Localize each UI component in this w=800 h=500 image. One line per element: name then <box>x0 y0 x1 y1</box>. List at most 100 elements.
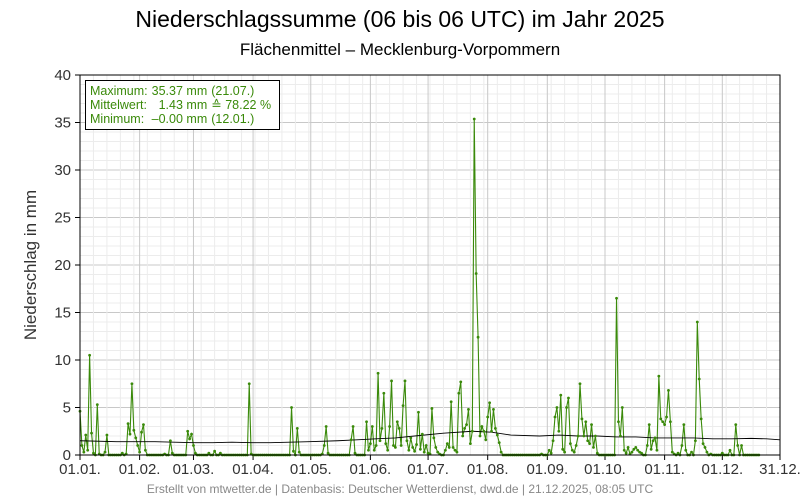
data-point <box>705 450 709 454</box>
data-point <box>103 450 107 454</box>
data-point <box>592 446 595 449</box>
data-point <box>168 439 172 443</box>
data-point <box>88 353 92 357</box>
data-point <box>645 444 649 447</box>
data-point <box>393 446 397 449</box>
data-point <box>553 415 557 419</box>
data-point <box>651 439 655 443</box>
data-point <box>409 436 413 440</box>
data-point <box>647 423 651 426</box>
data-point <box>697 377 701 381</box>
data-point <box>407 448 411 452</box>
data-point <box>659 417 663 421</box>
data-point <box>555 406 559 409</box>
data-point <box>370 425 374 428</box>
data-point <box>295 427 299 430</box>
stats-min-value: –0.00 mm <box>151 112 208 126</box>
data-point <box>455 450 459 454</box>
data-point <box>432 436 436 440</box>
data-point <box>467 408 470 411</box>
data-point <box>403 379 407 383</box>
data-point <box>586 439 590 443</box>
data-point <box>649 447 653 451</box>
data-point <box>622 448 626 452</box>
data-point <box>395 420 399 424</box>
data-point <box>349 438 353 442</box>
y-tick-label: 40 <box>54 67 71 84</box>
data-point <box>699 417 703 421</box>
x-tick-label: 01.08. <box>467 461 509 478</box>
data-point <box>207 451 211 455</box>
data-point <box>382 391 386 395</box>
data-point <box>463 427 467 430</box>
data-point <box>434 446 438 449</box>
data-point <box>390 379 393 383</box>
data-point <box>668 420 672 424</box>
data-point <box>497 441 501 445</box>
data-point <box>661 420 665 424</box>
data-point <box>665 415 668 419</box>
data-point <box>140 430 143 434</box>
data-point <box>488 401 492 405</box>
data-point <box>190 432 193 436</box>
data-point <box>595 451 599 455</box>
data-point <box>561 447 565 451</box>
data-point <box>130 382 134 386</box>
data-point <box>734 423 738 426</box>
data-point <box>653 436 657 440</box>
data-point <box>470 429 474 433</box>
data-point <box>478 434 482 438</box>
x-tick-label: 01.02. <box>119 461 161 478</box>
data-point <box>740 444 743 447</box>
data-point <box>290 406 293 409</box>
stats-mean-pct: ≙ 78.22 % <box>211 98 272 112</box>
data-point <box>324 425 328 428</box>
data-point <box>582 434 586 438</box>
data-point <box>576 434 580 438</box>
data-point <box>590 423 593 426</box>
data-point <box>578 382 582 386</box>
data-point <box>420 432 424 436</box>
data-point <box>636 448 640 452</box>
data-point <box>563 450 567 454</box>
data-point <box>353 451 357 455</box>
x-tick-label: 01.06. <box>350 461 392 478</box>
x-tick-label: 31.12. <box>759 461 800 478</box>
data-point <box>411 446 415 449</box>
data-point <box>384 442 388 445</box>
data-point <box>701 442 705 445</box>
data-point <box>192 444 195 447</box>
data-point <box>430 407 434 410</box>
data-point <box>193 451 197 455</box>
series-points <box>78 117 761 457</box>
data-point <box>415 443 418 446</box>
data-point <box>570 448 574 452</box>
data-point <box>218 451 222 455</box>
data-point <box>143 448 147 452</box>
stats-min-label: Minimum: <box>90 112 145 126</box>
data-point <box>690 450 693 454</box>
data-point <box>413 449 417 453</box>
data-point <box>568 442 572 445</box>
data-point <box>663 423 667 426</box>
y-tick-label: 10 <box>54 352 71 369</box>
y-axis-ticks: 0 5 10 15 20 25 30 35 40 <box>54 67 80 464</box>
data-point <box>559 393 563 397</box>
x-tick-label: 01.05. <box>290 461 332 478</box>
data-point <box>443 448 447 452</box>
data-point <box>588 442 592 445</box>
data-point <box>684 448 688 452</box>
data-point <box>170 451 174 455</box>
data-point <box>186 429 190 433</box>
y-tick-label: 0 <box>63 447 71 464</box>
data-point <box>297 450 301 454</box>
data-point <box>615 296 618 300</box>
data-point <box>134 436 138 440</box>
x-axis-ticks: 01.01. 01.02. 01.03. 01.04. 01.05. 01.06. 01.0… <box>59 455 800 478</box>
x-tick-label: 01.01. <box>59 461 101 478</box>
data-point <box>459 380 463 384</box>
data-point <box>480 425 484 428</box>
data-point <box>401 404 405 407</box>
chart-title: Niederschlagssumme (06 bis 06 UTC) im Ja… <box>135 6 665 32</box>
x-tick-label: 01.10. <box>584 461 626 478</box>
